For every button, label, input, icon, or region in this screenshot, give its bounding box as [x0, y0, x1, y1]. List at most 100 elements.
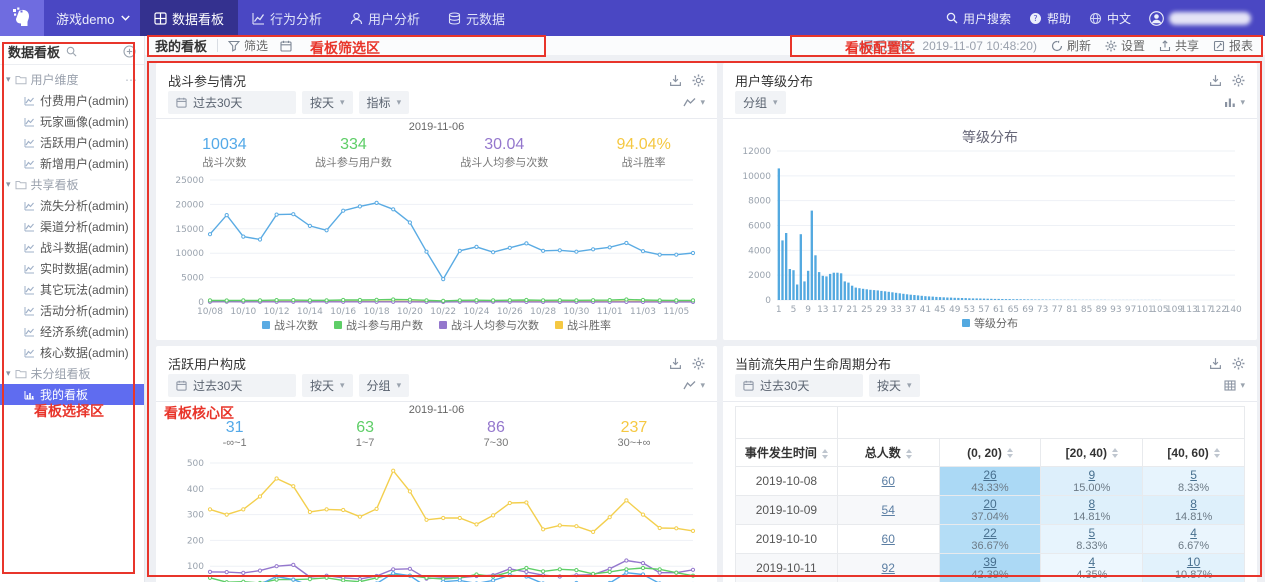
refresh-button[interactable]: 刷新	[1051, 37, 1091, 54]
granularity-dropdown[interactable]: 按天▾	[869, 374, 920, 397]
gear-icon[interactable]	[692, 357, 705, 370]
sidebar-item-channel-analysis[interactable]: 渠道分析(admin)	[0, 216, 144, 237]
gear-icon[interactable]	[1232, 74, 1245, 87]
cell-link[interactable]: 39	[983, 555, 996, 569]
cell-link[interactable]: 9	[1088, 468, 1095, 482]
sidebar-item-economy-system[interactable]: 经济系统(admin)	[0, 321, 144, 342]
cell-link[interactable]: 20	[983, 497, 996, 511]
tree-group-user-dimension[interactable]: ▾ 用户维度 ⋯	[0, 69, 144, 90]
export-icon[interactable]	[1209, 74, 1222, 87]
globe-icon	[1089, 12, 1102, 25]
legend-item[interactable]: 等级分布	[962, 315, 1018, 331]
sidebar-item-active-users[interactable]: 活跃用户(admin)	[0, 132, 144, 153]
tree-group-ungrouped[interactable]: ▾ 未分组看板	[0, 363, 144, 384]
legend-item[interactable]: 战斗胜率	[555, 317, 611, 333]
svg-text:33: 33	[890, 305, 901, 315]
gear-icon[interactable]	[692, 74, 705, 87]
gear-icon[interactable]	[1232, 357, 1245, 370]
chart-type-selector[interactable]: ▾	[683, 380, 705, 391]
table-row: 2019-10-09 54 2037.04% 814.81% 814.81%	[736, 496, 1245, 525]
sidebar-item-paying-users[interactable]: 付费用户(admin)	[0, 90, 144, 111]
cell-link[interactable]: 5	[1190, 468, 1197, 482]
total-link[interactable]: 60	[882, 474, 895, 488]
group-dropdown[interactable]: 分组▾	[359, 374, 410, 397]
sidebar-item-new-users[interactable]: 新增用户(admin)	[0, 153, 144, 174]
share-button[interactable]: 共享	[1159, 37, 1199, 54]
line-chart-icon	[24, 327, 35, 337]
settings-button[interactable]: 设置	[1105, 37, 1145, 54]
sidebar-item-my-dashboard[interactable]: 我的看板	[0, 384, 144, 405]
date-range-picker[interactable]: 过去30天	[735, 374, 863, 397]
tree-group-shared-dashboards[interactable]: ▾ 共享看板	[0, 174, 144, 195]
battle-line-chart[interactable]: 050001000015000200002500010/0810/1010/12…	[168, 174, 703, 317]
sidebar-item-event-analysis[interactable]: 活动分析(admin)	[0, 300, 144, 321]
metric-dropdown[interactable]: 指标▾	[359, 91, 410, 114]
cell-link[interactable]: 26	[983, 468, 996, 482]
date-range-picker[interactable]: 过去30天	[168, 91, 296, 114]
line-chart-icon	[24, 348, 35, 358]
level-legend: 等级分布	[735, 315, 1245, 331]
sidebar-item-other-gameplay[interactable]: 其它玩法(admin)	[0, 279, 144, 300]
level-bar-chart[interactable]: 0200040006000800010000120001591317212529…	[735, 145, 1243, 315]
legend-item[interactable]: 战斗次数	[262, 317, 318, 333]
tab-user-analysis[interactable]: 用户分析	[336, 0, 434, 36]
date-filter-button[interactable]	[280, 40, 292, 52]
sidebar-item-churn-analysis[interactable]: 流失分析(admin)	[0, 195, 144, 216]
group-dropdown[interactable]: 分组▾	[735, 91, 786, 114]
search-icon	[946, 12, 958, 24]
total-link[interactable]: 92	[882, 561, 895, 575]
legend-item[interactable]: 战斗人均参与次数	[439, 317, 539, 333]
caret-down-icon: ▾	[700, 98, 705, 108]
col-event-time[interactable]: 事件发生时间	[736, 439, 838, 467]
tab-dashboard[interactable]: 数据看板	[140, 0, 238, 36]
cell-link[interactable]: 4	[1190, 526, 1197, 540]
account-menu[interactable]	[1149, 11, 1251, 26]
cell-link[interactable]: 10	[1187, 555, 1200, 569]
cell-link[interactable]: 8	[1190, 497, 1197, 511]
export-icon[interactable]	[1209, 357, 1222, 370]
language-switcher[interactable]: 中文	[1089, 10, 1131, 27]
col-bucket-40-60[interactable]: [40, 60)	[1143, 439, 1245, 467]
cell-link[interactable]: 5	[1088, 526, 1095, 540]
battle-legend: 战斗次数 战斗参与用户数 战斗人均参与次数 战斗胜率	[168, 317, 705, 333]
chart-type-selector[interactable]: ▾	[1224, 380, 1245, 391]
chart-type-selector[interactable]: ▾	[683, 97, 705, 108]
user-search-button[interactable]: 用户搜索	[946, 10, 1011, 27]
divider	[217, 39, 218, 52]
granularity-dropdown[interactable]: 按天▾	[302, 91, 353, 114]
caret-down-icon: ▾	[340, 98, 345, 108]
sidebar-item-realtime-data[interactable]: 实时数据(admin)	[0, 258, 144, 279]
cell-link[interactable]: 8	[1088, 497, 1095, 511]
group-menu-icon[interactable]: ⋯	[125, 73, 138, 87]
export-icon[interactable]	[669, 74, 682, 87]
granularity-dropdown[interactable]: 按天▾	[302, 374, 353, 397]
active-line-chart[interactable]: 010020030040050010/0810/1010/1210/1410/1…	[168, 457, 703, 582]
tab-metadata[interactable]: 元数据	[434, 0, 519, 36]
svg-text:17: 17	[832, 305, 843, 315]
col-total[interactable]: 总人数	[837, 439, 939, 467]
help-button[interactable]: ? 帮助	[1029, 10, 1071, 27]
col-bucket-20-40[interactable]: [20, 40)	[1041, 439, 1143, 467]
col-bucket-0-20[interactable]: (0, 20)	[939, 439, 1041, 467]
tab-behavior-analysis[interactable]: 行为分析	[238, 0, 336, 36]
app-logo[interactable]	[0, 0, 44, 36]
board-config-actions: (最后更新：2019-11-07 10:48:20) 刷新 设置 共享	[858, 37, 1253, 54]
top-navbar: 游戏demo 数据看板 行为分析 用户分析 元数据	[0, 0, 1265, 36]
search-icon[interactable]	[66, 46, 77, 57]
date-range-picker[interactable]: 过去30天	[168, 374, 296, 397]
calendar-icon	[176, 97, 187, 108]
project-selector[interactable]: 游戏demo	[44, 9, 140, 28]
filter-button[interactable]: 筛选	[228, 37, 268, 54]
sidebar-item-core-data[interactable]: 核心数据(admin)	[0, 342, 144, 363]
chart-type-selector[interactable]: ▾	[1224, 97, 1245, 108]
export-icon[interactable]	[669, 357, 682, 370]
cell-link[interactable]: 4	[1088, 555, 1095, 569]
report-button[interactable]: 报表	[1213, 37, 1253, 54]
legend-item[interactable]: 战斗参与用户数	[334, 317, 423, 333]
add-dashboard-icon[interactable]	[123, 45, 136, 58]
total-link[interactable]: 60	[882, 532, 895, 546]
total-link[interactable]: 54	[882, 503, 895, 517]
sidebar-item-player-profile[interactable]: 玩家画像(admin)	[0, 111, 144, 132]
cell-link[interactable]: 22	[983, 526, 996, 540]
sidebar-item-battle-data[interactable]: 战斗数据(admin)	[0, 237, 144, 258]
